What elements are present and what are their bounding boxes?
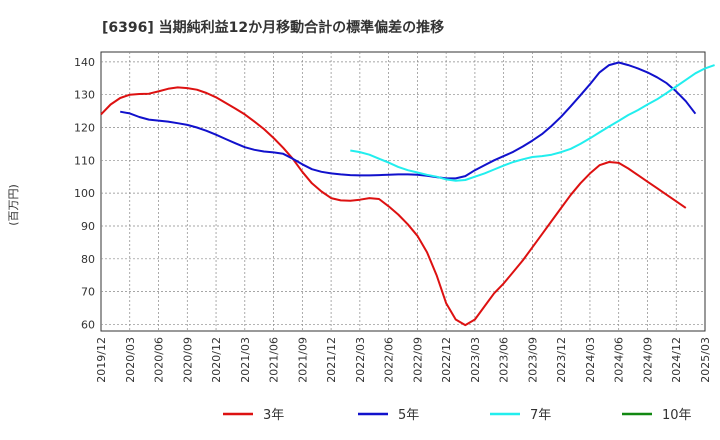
x-tick-label: 2024/03: [584, 337, 597, 383]
x-tick-label: 2025/03: [699, 337, 712, 383]
x-tick-label: 2020/09: [181, 337, 194, 383]
x-tick-label: 2021/12: [325, 337, 338, 383]
x-tick-label: 2024/09: [641, 337, 654, 383]
y-axis-ticks: 60 70 80 90 100 110 120 130 140: [74, 56, 95, 332]
legend-label: 7年: [530, 408, 551, 423]
series-lines: [100, 61, 715, 327]
legend: 3年 5年 7年 10年: [223, 408, 692, 423]
x-tick-label: 2023/03: [469, 337, 482, 383]
x-tick-label: 2022/06: [383, 337, 396, 383]
x-tick-label: 2024/12: [670, 337, 683, 383]
y-axis-label: (百万円): [7, 184, 20, 226]
x-tick-label: 2023/06: [498, 337, 511, 383]
y-tick-label: 120: [74, 121, 95, 134]
x-tick-label: 2024/06: [613, 337, 626, 383]
x-tick-label: 2020/12: [210, 337, 223, 383]
y-tick-label: 130: [74, 89, 95, 102]
legend-label: 3年: [263, 408, 284, 423]
x-tick-label: 2021/06: [268, 337, 281, 383]
chart-title: [6396] 当期純利益12か月移動合計の標準偏差の推移: [102, 19, 444, 36]
x-tick-label: 2022/09: [411, 337, 424, 383]
y-tick-label: 90: [81, 220, 95, 233]
x-tick-label: 2021/03: [239, 337, 252, 383]
x-tick-label: 2023/09: [526, 337, 539, 383]
x-tick-label: 2020/06: [153, 337, 166, 383]
series-line-5年: [120, 61, 697, 180]
series-line-3年: [100, 86, 687, 327]
plot-area: [100, 51, 706, 332]
gridlines: [101, 52, 705, 331]
series-line-7年: [350, 64, 715, 182]
x-tick-label: 2022/12: [440, 337, 453, 383]
y-tick-label: 100: [74, 187, 95, 200]
legend-label: 5年: [398, 408, 419, 423]
y-tick-label: 140: [74, 56, 95, 69]
x-tick-label: 2022/03: [354, 337, 367, 383]
x-tick-label: 2020/03: [124, 337, 137, 383]
x-axis-ticks: 2019/12 2020/03 2020/06 2020/09 2020/12 2021/…: [95, 337, 712, 383]
y-tick-label: 80: [81, 253, 95, 266]
y-tick-label: 70: [81, 286, 95, 299]
x-tick-label: 2019/12: [95, 337, 108, 383]
y-tick-label: 60: [81, 318, 95, 331]
y-tick-label: 110: [74, 154, 95, 167]
legend-label: 10年: [662, 408, 692, 423]
x-tick-label: 2021/09: [296, 337, 309, 383]
x-tick-label: 2023/12: [555, 337, 568, 383]
